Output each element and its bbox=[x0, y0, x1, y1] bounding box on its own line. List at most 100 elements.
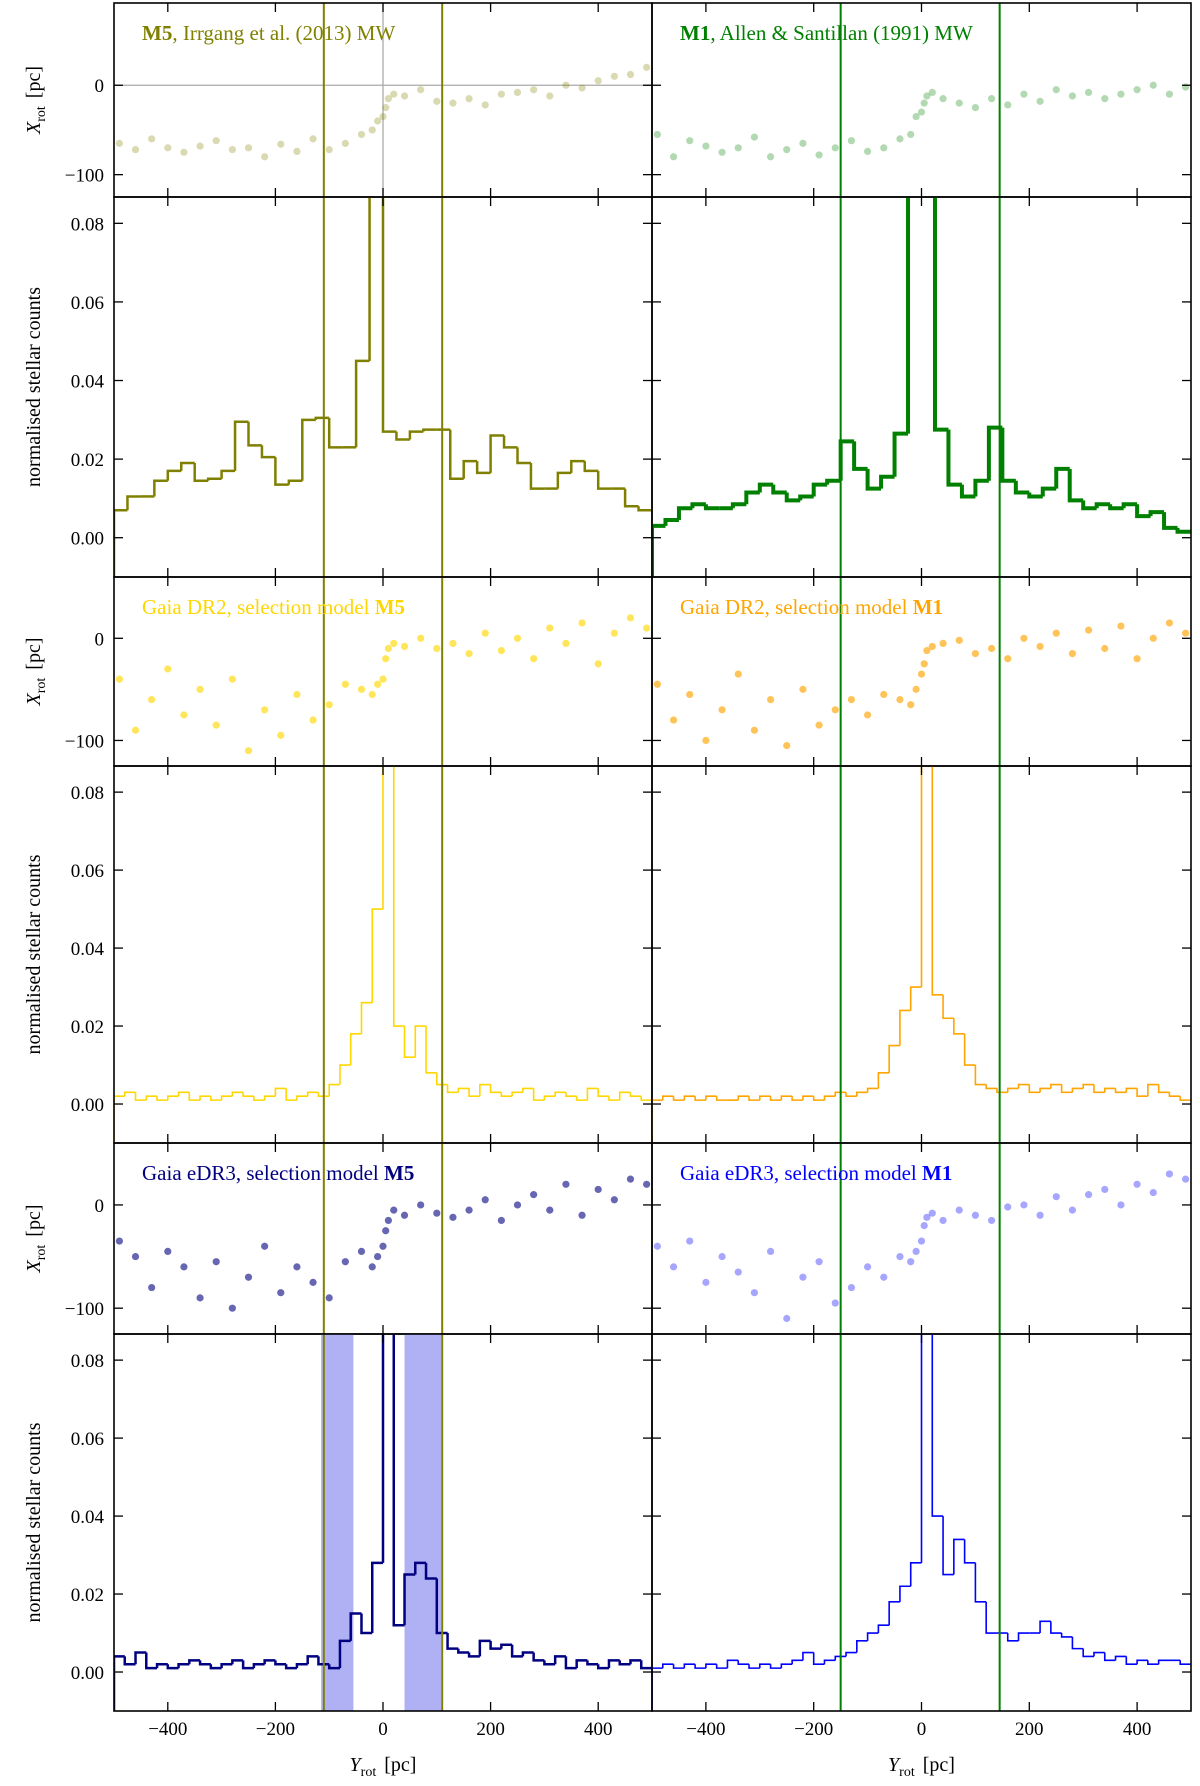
histogram-step bbox=[295, 1662, 308, 1669]
point bbox=[244, 1273, 253, 1281]
x-tick-label: −400 bbox=[148, 1719, 187, 1740]
point bbox=[481, 1196, 489, 1204]
y-tick-label: 0.00 bbox=[71, 529, 104, 550]
histogram-step bbox=[145, 1095, 158, 1101]
point bbox=[368, 690, 376, 699]
point bbox=[653, 1242, 661, 1250]
histogram-step bbox=[1082, 1648, 1094, 1658]
point bbox=[180, 148, 188, 156]
histogram-step bbox=[414, 1561, 427, 1575]
point bbox=[734, 670, 742, 678]
histogram-step bbox=[1103, 1087, 1116, 1093]
histogram-step bbox=[188, 1659, 201, 1665]
histogram-step bbox=[715, 1096, 728, 1101]
point bbox=[390, 639, 398, 648]
point bbox=[702, 736, 710, 745]
histogram-step bbox=[328, 1083, 340, 1097]
axis-label: Yrot [pc] bbox=[888, 1754, 955, 1780]
histogram-step bbox=[241, 1660, 254, 1670]
histogram-step bbox=[748, 1096, 760, 1101]
point bbox=[1101, 95, 1109, 103]
histogram-step bbox=[575, 1659, 588, 1669]
point bbox=[449, 99, 457, 107]
point bbox=[766, 153, 775, 161]
point bbox=[928, 1209, 936, 1217]
histogram-step bbox=[408, 430, 424, 440]
histogram-step bbox=[339, 1064, 351, 1085]
point bbox=[309, 135, 317, 143]
point bbox=[907, 701, 915, 709]
histogram-step bbox=[1071, 1087, 1084, 1093]
point bbox=[309, 716, 317, 724]
point bbox=[374, 680, 382, 688]
point bbox=[815, 721, 823, 729]
x-tick-label: 0 bbox=[378, 1719, 388, 1740]
histogram-step bbox=[629, 1659, 642, 1665]
point bbox=[481, 101, 489, 109]
histogram-step bbox=[879, 474, 895, 489]
histogram-step bbox=[1000, 427, 1016, 483]
point bbox=[562, 1180, 570, 1188]
point bbox=[1020, 1201, 1028, 1209]
title-part: Gaia eDR3, selection model bbox=[142, 1161, 384, 1185]
histogram-step bbox=[522, 1087, 534, 1093]
histogram-step bbox=[1039, 1087, 1051, 1093]
histogram-step bbox=[856, 1091, 868, 1097]
histogram-step bbox=[449, 429, 464, 481]
histogram-step bbox=[123, 1656, 136, 1666]
histogram-step bbox=[899, 1009, 911, 1046]
histogram-step bbox=[543, 1660, 556, 1666]
histogram-step bbox=[436, 1072, 448, 1086]
histogram-step bbox=[510, 1644, 523, 1658]
point bbox=[971, 103, 980, 112]
point bbox=[465, 1206, 473, 1214]
histogram-step bbox=[156, 1096, 168, 1101]
histogram-step bbox=[247, 421, 262, 447]
panel bbox=[651, 765, 1192, 1144]
point bbox=[1182, 83, 1190, 91]
histogram-step bbox=[511, 1091, 523, 1097]
histogram-step bbox=[370, 1561, 383, 1634]
panel: −100 0 Gaia eDR3, selection model M5 Xrot [p… bbox=[23, 1142, 653, 1335]
point bbox=[939, 1216, 947, 1225]
shaded-span bbox=[404, 1334, 442, 1711]
point bbox=[815, 1258, 823, 1266]
histogram-step bbox=[672, 1096, 685, 1101]
panel: M1, Allen & Santillan (1991) MW bbox=[651, 2, 1192, 198]
point bbox=[379, 112, 387, 121]
histogram-step bbox=[360, 1001, 373, 1034]
point bbox=[880, 1273, 888, 1281]
histogram-step bbox=[1114, 1088, 1127, 1094]
point bbox=[1020, 90, 1028, 98]
point bbox=[750, 133, 759, 141]
point bbox=[718, 148, 726, 156]
histogram-step bbox=[683, 1095, 696, 1101]
point bbox=[1068, 92, 1077, 100]
point bbox=[1182, 629, 1190, 637]
point bbox=[196, 142, 204, 150]
histogram-step bbox=[414, 1025, 427, 1058]
point bbox=[228, 675, 236, 683]
histogram-step bbox=[1114, 1655, 1127, 1661]
histogram-step bbox=[209, 1664, 222, 1670]
panel-title: Gaia eDR3, selection model M1 bbox=[680, 1161, 952, 1185]
point bbox=[669, 153, 678, 161]
point bbox=[433, 1209, 441, 1217]
point bbox=[530, 655, 538, 663]
histogram-step bbox=[231, 1659, 244, 1665]
histogram-step bbox=[838, 439, 855, 481]
point bbox=[513, 634, 522, 642]
histogram-step bbox=[959, 484, 976, 499]
point bbox=[815, 151, 823, 159]
axis-subscript: rot bbox=[34, 106, 49, 122]
point bbox=[955, 1206, 963, 1214]
point bbox=[686, 1237, 694, 1245]
point bbox=[643, 1180, 651, 1188]
point bbox=[546, 92, 554, 100]
histogram-step bbox=[639, 1660, 652, 1670]
y-tick-label: 0.08 bbox=[71, 1351, 104, 1372]
point bbox=[513, 1201, 522, 1209]
title-part: , Irrgang et al. (2013) MW bbox=[172, 21, 395, 45]
title-part: M1 bbox=[680, 21, 710, 45]
point bbox=[799, 139, 807, 147]
